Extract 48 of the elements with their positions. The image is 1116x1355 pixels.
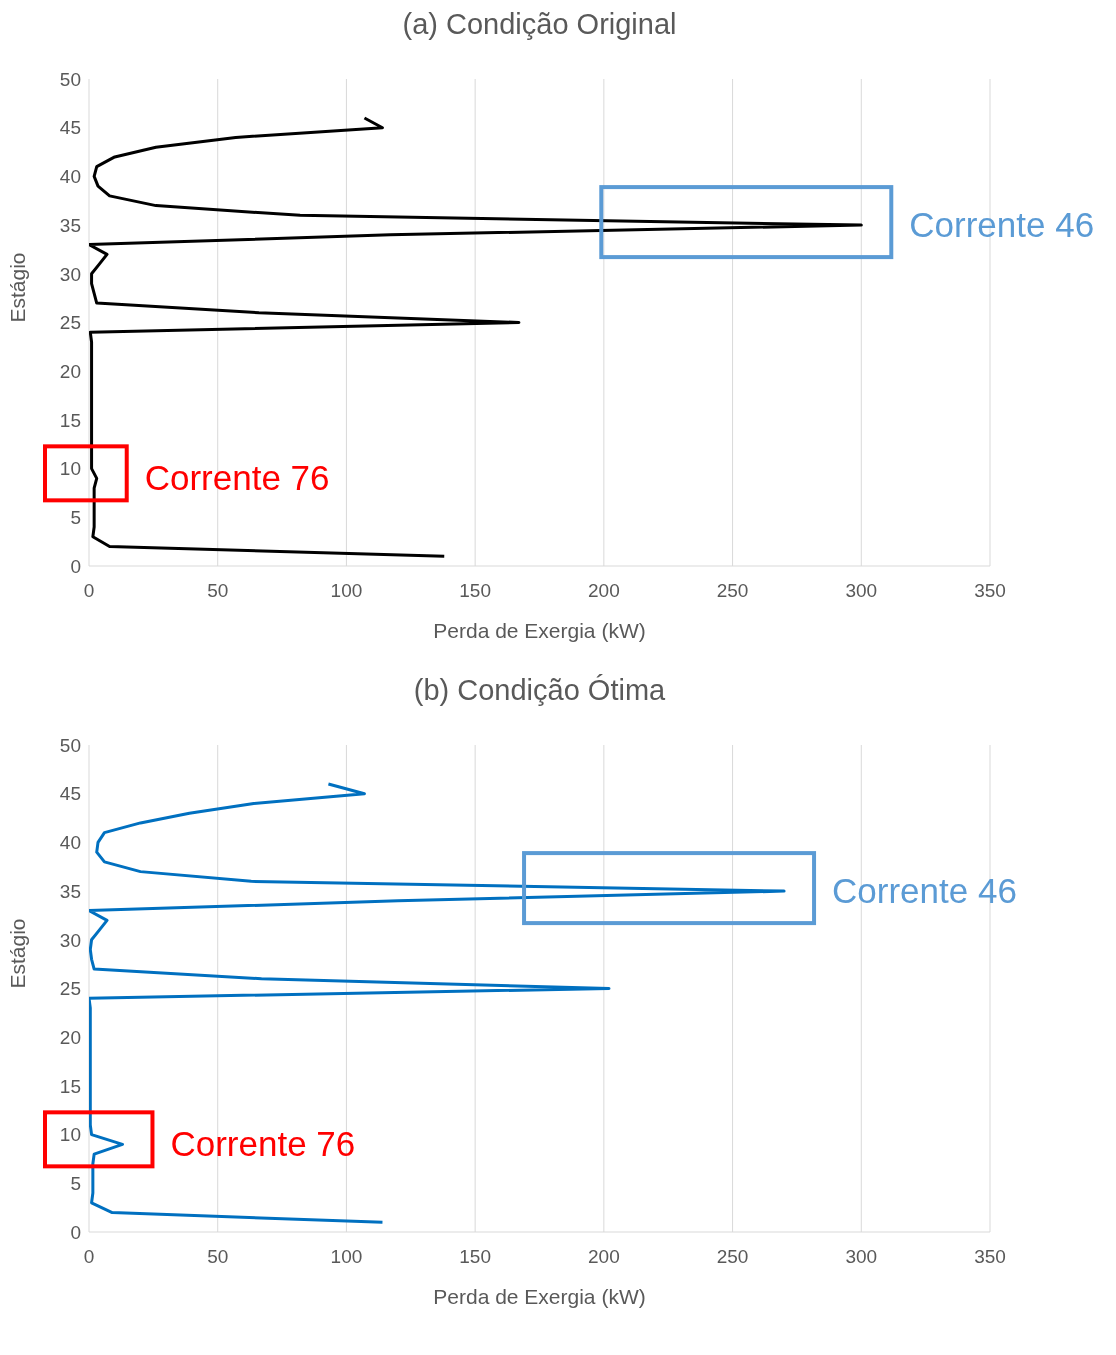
annotation: Corrente 46: [909, 205, 1095, 245]
x-tick-label: 250: [716, 1246, 749, 1268]
x-axis-title: Perda de Exergia (kW): [433, 1285, 646, 1308]
x-tick-label: 100: [330, 580, 363, 602]
x-tick-label: 350: [974, 580, 1006, 602]
chart-title: (b) Condição Ótima: [412, 674, 667, 707]
x-tick-label: 300: [845, 580, 878, 602]
annotation: Corrente 76: [144, 458, 330, 498]
chart-title: (a) Condição Original: [401, 8, 678, 41]
y-tick-label: 5: [70, 507, 81, 529]
y-tick-label: 15: [59, 1075, 81, 1097]
y-tick-label: 35: [59, 214, 81, 236]
y-tick-label: 20: [59, 360, 81, 382]
y-tick-label: 50: [59, 68, 81, 90]
x-tick-label: 150: [459, 580, 491, 602]
x-tick-label: 250: [716, 580, 749, 602]
line-series: [89, 116, 863, 558]
x-tick-label: 50: [207, 1246, 229, 1268]
y-tick-label: 40: [59, 832, 81, 854]
y-tick-label: 25: [59, 312, 81, 334]
y-tick-label: 0: [70, 555, 81, 577]
y-tick-label: 40: [59, 166, 81, 188]
y-tick-label: 0: [70, 1221, 81, 1243]
x-tick-label: 300: [845, 1246, 878, 1268]
x-tick-label: 100: [330, 1246, 363, 1268]
x-tick-label: 200: [588, 580, 620, 602]
x-tick-label: 150: [459, 1246, 491, 1268]
y-tick-label: 30: [59, 263, 81, 285]
y-tick-label: 45: [59, 783, 81, 805]
y-tick-label: 10: [59, 458, 81, 480]
y-tick-label: 10: [59, 1124, 81, 1146]
line-series: [89, 782, 786, 1224]
y-tick-label: 35: [59, 880, 81, 902]
annotation: Corrente 76: [170, 1124, 356, 1164]
y-tick-label: 30: [59, 929, 81, 951]
x-tick-label: 200: [588, 1246, 620, 1268]
y-tick-label: 5: [70, 1173, 81, 1195]
y-tick-label: 20: [59, 1026, 81, 1048]
x-tick-label: 350: [974, 1246, 1006, 1268]
y-tick-label: 50: [59, 734, 81, 756]
y-tick-label: 25: [59, 978, 81, 1000]
x-tick-label: 50: [207, 580, 229, 602]
x-axis-title: Perda de Exergia (kW): [433, 619, 646, 642]
y-tick-label: 15: [59, 409, 81, 431]
y-tick-label: 45: [59, 117, 81, 139]
y-axis-title: Estágio: [6, 252, 30, 323]
annotation: Corrente 46: [832, 871, 1017, 911]
y-axis-title: Estágio: [6, 918, 30, 989]
